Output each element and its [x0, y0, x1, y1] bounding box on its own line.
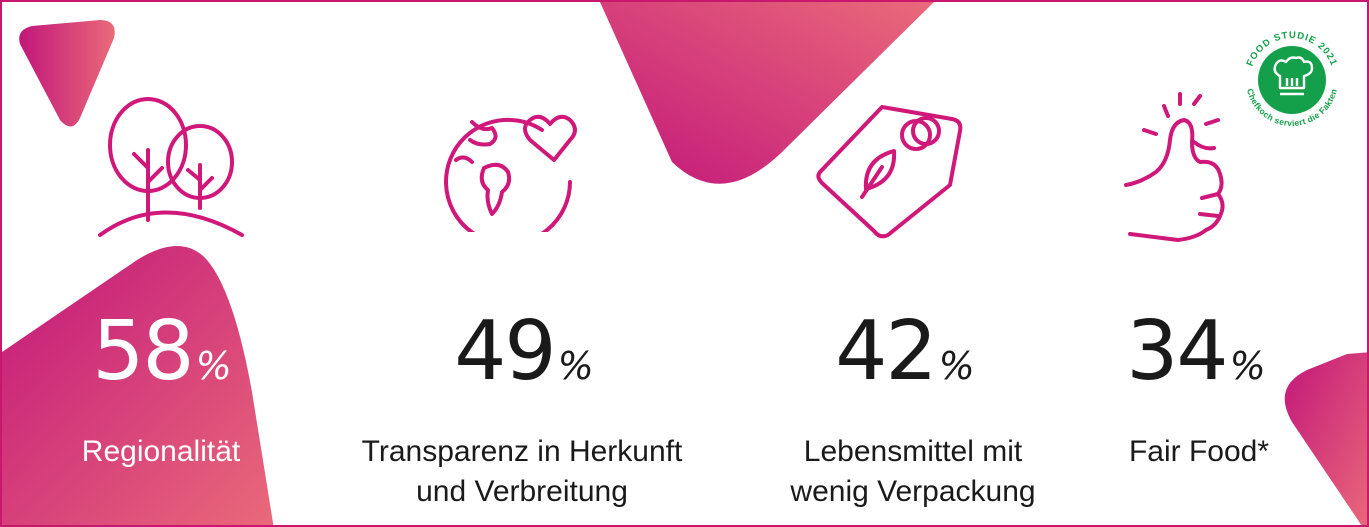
stat-value-transparenz: 49% — [374, 302, 674, 402]
percent-sign: % — [557, 344, 594, 388]
label-line: Fair Food* — [1128, 435, 1270, 468]
percent-sign: % — [938, 344, 975, 388]
food-studie-badge: FOOD STUDIE 2021 Chefkoch serviert die F… — [1235, 23, 1349, 137]
stat-value-fair-food: 34% — [1046, 302, 1346, 402]
globe-heart-icon — [444, 114, 577, 232]
deco-triangle-top-left — [19, 20, 115, 127]
percent-sign: % — [195, 344, 232, 388]
stat-label-verpackung: Lebensmittel mit wenig Verpackung — [723, 432, 1103, 512]
stat-number: 42 — [835, 304, 937, 399]
stat-value-verpackung: 42% — [755, 302, 1055, 402]
deco-shape-right — [1284, 352, 1367, 525]
label-line: Regionalität — [81, 435, 241, 468]
stat-label-fair-food: Fair Food* — [1009, 432, 1367, 472]
stat-label-regionalitaet: Regionalität — [2, 432, 351, 472]
label-line: wenig Verpackung — [790, 475, 1036, 508]
stat-number: 34 — [1126, 304, 1228, 399]
thumbs-up-icon — [1124, 92, 1225, 242]
label-line: Lebensmittel mit — [803, 435, 1023, 468]
deco-shape-left — [2, 246, 274, 525]
deco-triangle-top-center — [600, 2, 934, 184]
stat-label-transparenz: Transparenz in Herkunft und Verbreitung — [332, 432, 712, 512]
stat-value-regionalitaet: 58% — [12, 302, 312, 402]
label-line: Transparenz in Herkunft — [361, 435, 683, 468]
stat-number: 49 — [454, 304, 556, 399]
label-line: und Verbreitung — [416, 475, 628, 508]
stat-number: 58 — [92, 304, 194, 399]
percent-sign: % — [1229, 344, 1266, 388]
trees-icon — [98, 97, 244, 237]
eco-tag-icon — [816, 105, 963, 239]
chef-hat-icon — [1273, 56, 1314, 96]
